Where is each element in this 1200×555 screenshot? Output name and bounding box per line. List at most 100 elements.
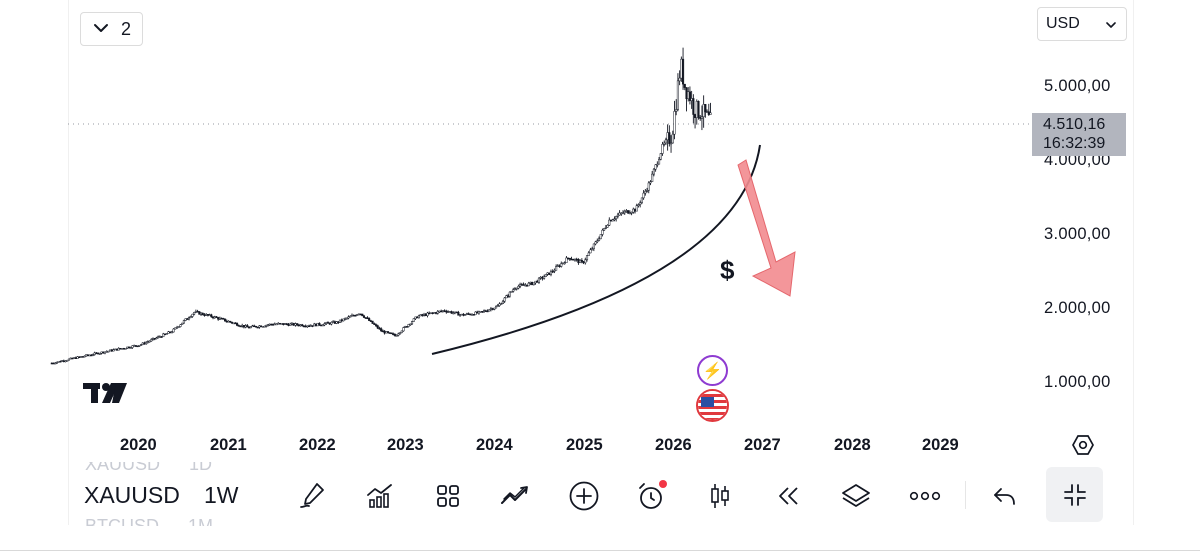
candle-body <box>512 289 515 292</box>
candle-body <box>510 291 513 293</box>
dollar-annotation[interactable]: $ <box>720 255 735 285</box>
candle-body <box>323 323 326 326</box>
time-axis-label: 2024 <box>476 436 513 454</box>
object-tree-button[interactable] <box>836 476 876 516</box>
drawing-brush-button[interactable] <box>292 476 332 516</box>
candle-body <box>579 260 582 264</box>
candle-body <box>385 331 388 334</box>
candle-body <box>129 347 132 349</box>
watchlist-next-symbol[interactable]: BTCUSD 1M <box>85 516 214 526</box>
candle-body <box>253 325 256 328</box>
interval-selector[interactable]: 1W <box>204 482 239 508</box>
candle-body <box>241 325 244 327</box>
candle-body <box>436 311 439 314</box>
candle-body <box>635 205 638 212</box>
candle-body <box>203 314 206 317</box>
candle-body <box>321 324 324 327</box>
candle-body <box>350 314 354 317</box>
candle-body <box>205 314 208 316</box>
candle-body <box>527 282 530 287</box>
replay-button[interactable] <box>768 476 808 516</box>
candle-body <box>236 322 239 326</box>
candle-body <box>263 325 266 328</box>
candle-body <box>519 284 522 287</box>
candle-body <box>623 211 626 214</box>
indicators-button[interactable] <box>360 476 400 516</box>
candle-style-icon <box>711 484 729 508</box>
undo-button[interactable] <box>985 476 1025 516</box>
candle-body <box>278 322 281 325</box>
candle-body <box>640 197 643 203</box>
drawing-tools-button[interactable] <box>496 476 536 516</box>
candle-body <box>645 190 649 192</box>
candle-body <box>683 83 686 88</box>
candle-body <box>615 216 618 220</box>
candle-body <box>620 212 623 215</box>
candle-body <box>260 325 263 328</box>
candle-body <box>112 349 115 352</box>
candle-body <box>330 322 333 325</box>
candle-body <box>706 111 709 113</box>
candle-body <box>318 322 321 326</box>
candle-body <box>234 322 237 325</box>
candle-body <box>268 323 271 326</box>
more-button[interactable] <box>905 476 945 516</box>
down-arrow[interactable] <box>737 159 796 297</box>
currency-selector[interactable]: USD <box>1037 7 1127 41</box>
candle-body <box>704 104 707 113</box>
trend-curve[interactable] <box>431 144 761 355</box>
candle-body <box>345 317 348 320</box>
chart-layers-button[interactable]: 2 <box>80 12 143 46</box>
watchlist-prev-symbol[interactable]: XAUUSD 1D <box>85 462 213 474</box>
candle-body <box>599 234 602 240</box>
candle-body <box>71 357 74 360</box>
candle-body <box>272 324 275 326</box>
candle-body <box>560 263 563 267</box>
candle-body <box>95 352 98 355</box>
candle-body <box>50 362 53 365</box>
candle-body <box>294 323 297 326</box>
candle-body <box>529 281 532 284</box>
drawing-tools-icon <box>501 486 528 504</box>
candle-body <box>124 348 127 350</box>
candle-body <box>332 321 335 323</box>
candle-body <box>680 58 683 79</box>
add-button[interactable] <box>564 476 604 516</box>
candle-body <box>539 276 542 279</box>
candle-body <box>308 325 311 328</box>
candle-body <box>460 313 463 316</box>
layouts-button[interactable] <box>428 476 468 516</box>
candle-body <box>93 352 96 355</box>
candle-body <box>452 312 455 315</box>
candle-body <box>585 255 589 261</box>
candle-body <box>632 208 635 213</box>
candle-body <box>524 284 527 287</box>
chart-frame <box>68 0 1134 525</box>
exit-fullscreen-button[interactable] <box>1046 467 1103 522</box>
candle-body <box>616 214 619 217</box>
price-chart[interactable] <box>0 0 1200 465</box>
candle-body <box>227 320 230 323</box>
candle-body <box>457 311 460 316</box>
candle-body <box>85 354 88 357</box>
alert-button[interactable] <box>632 476 672 516</box>
lightning-icon[interactable]: ⚡ <box>697 355 728 386</box>
us-flag-icon[interactable] <box>696 389 729 422</box>
chart-settings-icon[interactable] <box>1072 434 1094 461</box>
symbol-name[interactable]: XAUUSD <box>84 482 180 508</box>
candle-body <box>477 311 480 314</box>
candle-body <box>670 142 673 145</box>
indicators-icon <box>367 484 392 508</box>
candle-body <box>362 315 366 318</box>
candle-body <box>239 325 242 328</box>
candle-body <box>702 104 705 118</box>
candle-body <box>169 331 172 333</box>
candle-body <box>448 311 451 313</box>
candle-body <box>603 228 606 231</box>
candle-body <box>644 191 647 194</box>
candle-body <box>163 333 167 336</box>
chart-style-button[interactable] <box>700 476 740 516</box>
candle-body <box>637 204 640 206</box>
candle-body <box>304 325 307 328</box>
candle-body <box>242 325 245 328</box>
